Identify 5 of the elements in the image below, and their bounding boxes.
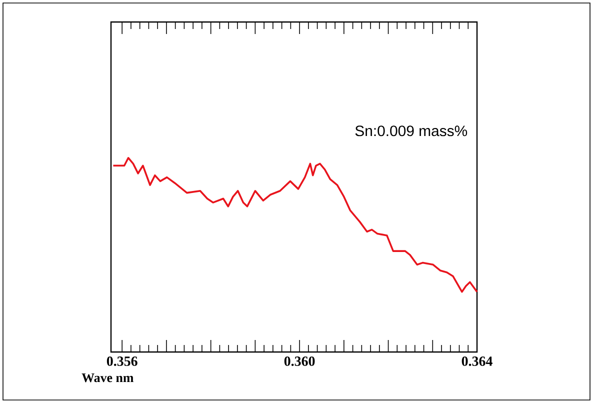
x-tick-label: 0.360 bbox=[284, 356, 315, 366]
x-tick-label: 0.364 bbox=[462, 356, 492, 366]
x-axis-title: Wave nm bbox=[82, 374, 134, 382]
x-tick-label: 0.356 bbox=[106, 356, 138, 366]
text: Sn:0.009 mass% bbox=[355, 126, 468, 136]
